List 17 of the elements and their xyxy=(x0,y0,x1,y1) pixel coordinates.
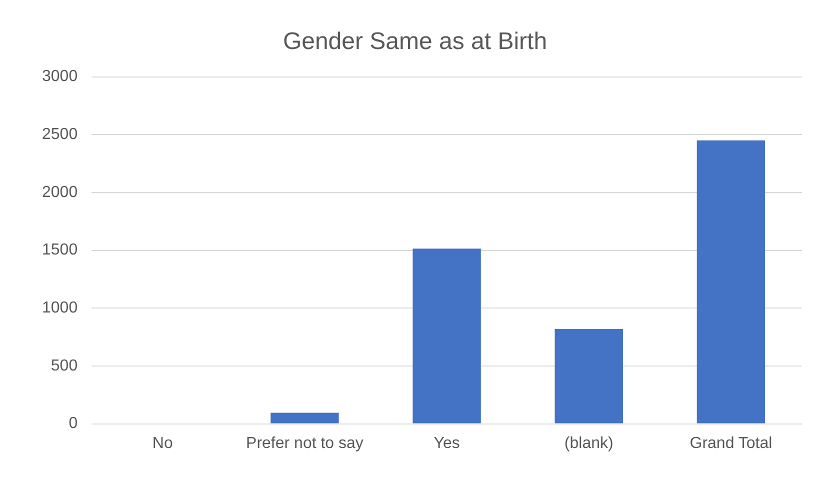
y-tick-label: 3000 xyxy=(42,68,78,86)
y-tick-label: 0 xyxy=(68,415,78,432)
x-tick-label: Prefer not to say xyxy=(246,434,364,452)
chart-title: Gender Same as at Birth xyxy=(282,28,548,56)
bar xyxy=(554,328,623,424)
bar xyxy=(696,140,766,424)
bar xyxy=(412,248,481,424)
bar xyxy=(270,412,339,424)
x-tick-label: No xyxy=(152,434,173,452)
x-tick-label: Yes xyxy=(434,434,460,452)
y-tick-label: 1000 xyxy=(42,300,78,317)
y-tick-label: 500 xyxy=(50,357,78,374)
x-tick-label: (blank) xyxy=(564,434,614,452)
y-tick-label: 2500 xyxy=(42,126,78,144)
y-tick-label: 2000 xyxy=(42,184,78,201)
x-tick-label: Grand Total xyxy=(690,434,772,452)
y-tick-label: 1500 xyxy=(42,242,78,259)
